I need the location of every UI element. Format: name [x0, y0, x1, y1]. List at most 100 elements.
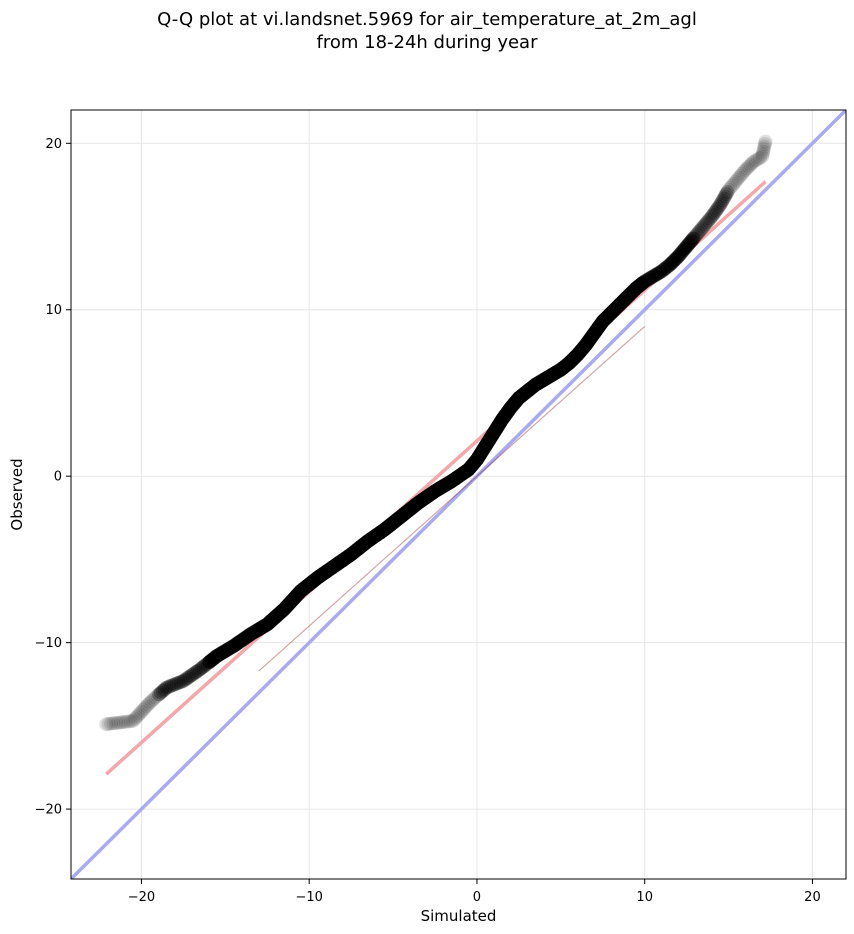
qq-point: [686, 231, 701, 246]
qq-point: [729, 172, 744, 187]
qq-point: [129, 710, 144, 725]
y-tick-label: 10: [45, 303, 62, 318]
qq-point: [701, 213, 716, 228]
identity-line: [71, 110, 846, 879]
qq-point: [136, 702, 151, 717]
y-axis-label: Observed: [8, 458, 26, 530]
qq-point: [113, 715, 128, 730]
qq-point: [191, 663, 206, 678]
x-tick-label: 20: [804, 890, 821, 905]
qq-point: [698, 217, 713, 232]
qq-point: [104, 716, 119, 731]
qq-point: [746, 154, 761, 169]
qq-point: [728, 174, 743, 189]
qq-point: [753, 150, 768, 165]
qq-point: [696, 219, 711, 234]
qq-point: [134, 704, 149, 719]
qq-point: [123, 714, 138, 729]
fit-line-core: [258, 325, 646, 672]
qq-point: [750, 152, 765, 167]
qq-point: [748, 153, 763, 168]
qq-points: [99, 134, 773, 732]
qq-point: [756, 142, 771, 157]
qq-point: [137, 701, 152, 716]
qq-point: [691, 225, 706, 240]
qq-point: [708, 203, 723, 218]
qq-point: [166, 677, 181, 692]
grid: [71, 110, 846, 879]
qq-point: [108, 715, 123, 730]
qq-point: [714, 195, 729, 210]
axes-frame: [70, 109, 847, 880]
qq-point: [169, 676, 184, 691]
qq-point: [736, 164, 751, 179]
qq-point: [723, 180, 738, 195]
qq-point: [171, 675, 186, 690]
qq-point: [731, 170, 746, 185]
qq-point: [154, 685, 169, 700]
qq-point: [758, 134, 773, 149]
qq-point: [186, 666, 201, 681]
qq-point: [178, 672, 193, 687]
qq-point: [757, 139, 772, 154]
qq-point: [693, 223, 708, 238]
x-tick-label: −20: [128, 890, 155, 905]
qq-point: [707, 205, 722, 220]
qq-point: [715, 193, 730, 208]
qq-point: [159, 680, 174, 695]
qq-point: [188, 665, 203, 680]
qq-point: [118, 714, 133, 729]
qq-point: [710, 201, 725, 216]
y-tick-label: 20: [45, 137, 62, 152]
qq-point: [101, 716, 116, 731]
qq-point: [724, 178, 739, 193]
qq-point: [150, 688, 165, 703]
y-tick-label: −10: [35, 636, 62, 651]
qq-point: [142, 695, 157, 710]
qq-point: [146, 692, 161, 707]
qq-point: [126, 713, 141, 728]
qq-point: [726, 176, 741, 191]
qq-point: [99, 717, 114, 732]
qq-point: [699, 215, 714, 230]
qq-point: [176, 673, 191, 688]
qq-point: [756, 144, 771, 159]
chart-title-line-2: from 18-24h during year: [316, 32, 538, 53]
qq-point: [193, 662, 208, 677]
qq-point: [141, 697, 156, 712]
qq-point: [689, 227, 704, 242]
chart-title: Q-Q plot at vi.landsnet.5969 for air_tem…: [0, 8, 854, 54]
qq-point: [755, 147, 770, 162]
qq-point: [184, 668, 199, 683]
x-tick-label: −10: [295, 890, 322, 905]
qq-point: [182, 669, 197, 684]
qq-point: [162, 679, 177, 694]
qq-point: [173, 674, 188, 689]
qq-point: [152, 687, 167, 702]
qq-point: [741, 159, 756, 174]
qq-point: [717, 189, 732, 204]
qq-point: [716, 191, 731, 206]
qq-point: [745, 156, 760, 171]
qq-point: [706, 207, 721, 222]
qq-point: [694, 221, 709, 236]
qq-point: [743, 157, 758, 172]
qq-point: [688, 229, 703, 244]
y-tick-label: 0: [54, 470, 62, 485]
chart-title-line-1: Q-Q plot at vi.landsnet.5969 for air_tem…: [157, 9, 697, 30]
qq-point: [738, 162, 753, 177]
qq-point: [144, 693, 159, 708]
qq-point: [721, 182, 736, 197]
qq-point: [116, 715, 131, 730]
qq-point: [106, 716, 121, 731]
y-tick-label: −20: [35, 803, 62, 818]
qq-point: [755, 149, 770, 164]
x-tick-label: 10: [636, 890, 653, 905]
plot-area: [71, 110, 846, 879]
qq-point: [148, 690, 163, 705]
qq-point: [733, 168, 748, 183]
qq-point: [180, 671, 195, 686]
qq-point: [720, 185, 735, 200]
qq-point: [121, 714, 136, 729]
